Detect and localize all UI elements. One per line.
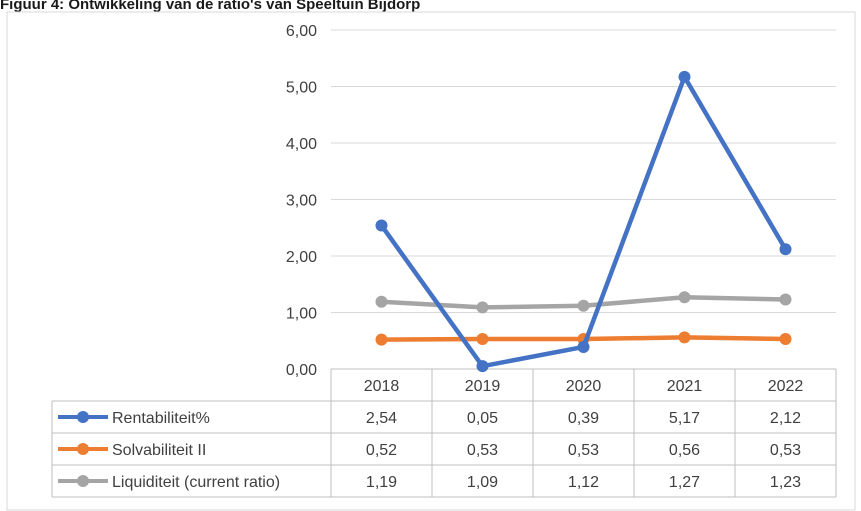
data-point — [577, 299, 590, 312]
data-point — [678, 70, 691, 83]
legend-label: Liquiditeit (current ratio) — [112, 474, 280, 491]
table-cell-value: 0,53 — [770, 442, 801, 459]
legend-marker — [77, 475, 89, 487]
data-point — [577, 340, 590, 353]
series-lines — [375, 70, 792, 373]
y-tick-label: 1,00 — [286, 306, 317, 323]
data-point — [779, 333, 792, 346]
table-cell-value: 1,27 — [669, 474, 700, 491]
table-cell-value: 1,23 — [770, 474, 801, 491]
x-tick-label: 2022 — [768, 378, 804, 395]
table-cell-value: 0,53 — [467, 442, 498, 459]
gridlines — [331, 29, 836, 313]
data-point — [476, 333, 489, 346]
y-tick-label: 0,00 — [286, 362, 317, 379]
x-tick-label: 2019 — [465, 378, 501, 395]
table-cell-value: 1,19 — [366, 474, 397, 491]
legend-marker — [77, 443, 89, 455]
data-point — [375, 219, 388, 232]
chart-border — [6, 11, 856, 511]
series-line — [379, 74, 788, 369]
table-cell-value: 2,54 — [366, 410, 397, 427]
data-point — [678, 291, 691, 304]
legend-label: Solvabiliteit II — [112, 442, 206, 459]
data-point — [375, 295, 388, 308]
data-point — [476, 301, 489, 314]
legend-label: Rentabiliteit% — [112, 410, 210, 427]
x-tick-label: 2021 — [667, 378, 703, 395]
table-cell-value: 0,56 — [669, 442, 700, 459]
y-tick-label: 5,00 — [286, 80, 317, 97]
legend-marker — [77, 411, 89, 423]
y-tick-label: 2,00 — [286, 249, 317, 266]
table-cell-value: 0,39 — [568, 410, 599, 427]
data-point — [779, 243, 792, 256]
table-cell-value: 1,09 — [467, 474, 498, 491]
data-point — [779, 293, 792, 306]
table-cell-value: 0,05 — [467, 410, 498, 427]
data-table: 2018 2019 2020 2021 2022 Rentabiliteit% 2,54 0,… — [51, 368, 837, 498]
data-point — [375, 333, 388, 346]
y-axis-ticks: 0,00 1,00 2,00 3,00 4,00 5,00 6,00 — [286, 23, 317, 379]
x-tick-label: 2018 — [364, 378, 400, 395]
y-tick-label: 3,00 — [286, 193, 317, 210]
data-point — [678, 331, 691, 344]
table-cell-value: 2,12 — [770, 410, 801, 427]
table-cell-value: 1,12 — [568, 474, 599, 491]
table-cell-value: 0,53 — [568, 442, 599, 459]
figure-caption: Figuur 4: Ontwikkeling van de ratio's va… — [0, 0, 421, 12]
x-tick-label: 2020 — [566, 378, 602, 395]
y-tick-label: 4,00 — [286, 136, 317, 153]
table-cell-value: 0,52 — [366, 442, 397, 459]
y-tick-label: 6,00 — [286, 23, 317, 40]
data-point — [476, 360, 489, 373]
table-cell-value: 5,17 — [669, 410, 700, 427]
